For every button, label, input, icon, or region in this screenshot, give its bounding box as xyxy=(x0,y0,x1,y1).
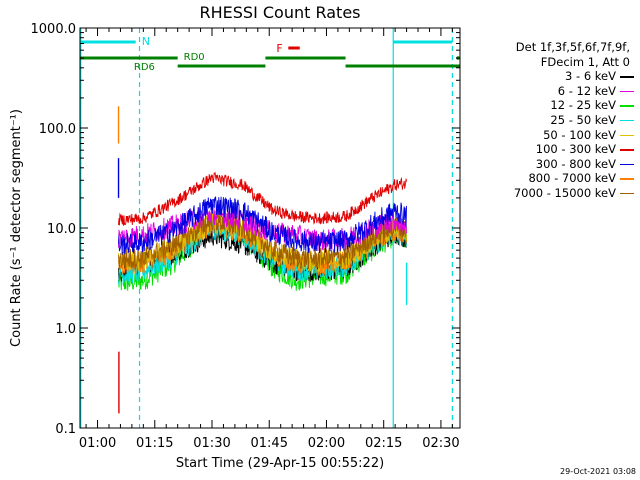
y-tick-label: 100.0 xyxy=(39,122,76,137)
legend-swatch xyxy=(620,134,634,137)
y-axis-title: Count Rate (s⁻¹ detector segment⁻¹) xyxy=(9,109,24,347)
x-axis-title: Start Time (29-Apr-15 00:55:22) xyxy=(176,456,384,471)
legend-entry-label: 800 - 7000 keV xyxy=(528,171,616,186)
x-tick-label: 01:45 xyxy=(251,436,288,451)
legend-entry: 800 - 7000 keV xyxy=(478,171,638,186)
legend-entries: 3 - 6 keV 6 - 12 keV 12 - 25 keV 25 - 50 ke… xyxy=(478,69,638,200)
legend-entry-label: 3 - 6 keV xyxy=(565,69,616,84)
legend-swatch xyxy=(620,119,634,122)
x-tick-label: 02:00 xyxy=(308,436,345,451)
legend-entry: 12 - 25 keV xyxy=(478,98,638,113)
axes-layer: 0.1 1.0 10.0 100.0 1000.0 01:00 01:15 01:30 01:4… xyxy=(31,22,460,451)
legend-header-decim: FDecim 1, Att 0 xyxy=(540,54,630,69)
legend-swatch xyxy=(620,105,634,107)
legend-entry-label: 25 - 50 keV xyxy=(550,112,616,127)
y-tick-label: 1.0 xyxy=(55,322,76,337)
legend-entry: 300 - 800 keV xyxy=(478,157,638,172)
series-layer xyxy=(117,106,408,414)
night-label: N xyxy=(142,35,150,48)
series-line-5 xyxy=(118,171,407,226)
flare-label: F xyxy=(276,42,282,55)
legend-entry: 100 - 300 keV xyxy=(478,142,638,157)
legend-entry: 7000 - 15000 keV xyxy=(478,186,638,201)
x-tick-label: 02:15 xyxy=(365,436,402,451)
x-tick-label: 01:30 xyxy=(193,436,230,451)
x-tick-label: 01:00 xyxy=(79,436,116,451)
legend-entry-label: 12 - 25 keV xyxy=(550,98,616,113)
x-tick-label: 01:15 xyxy=(136,436,173,451)
series-line-6 xyxy=(118,196,407,255)
attenuator-label-rd6: RD6 xyxy=(134,62,155,73)
legend-entry-label: 50 - 100 keV xyxy=(543,127,616,142)
chart-title: RHESSI Count Rates xyxy=(200,3,361,22)
legend-entry: 6 - 12 keV xyxy=(478,84,638,99)
x-tick-label: 02:30 xyxy=(422,436,459,451)
legend-swatch xyxy=(620,163,634,166)
y-tick-label: 0.1 xyxy=(55,422,76,437)
legend-swatch xyxy=(620,178,634,180)
legend-entry: 3 - 6 keV xyxy=(478,69,638,84)
legend-header-detectors: Det 1f,3f,5f,6f,7f,9f, xyxy=(515,40,630,54)
legend-swatch xyxy=(620,76,634,78)
legend-entry: 50 - 100 keV xyxy=(478,128,638,143)
series-line-1 xyxy=(118,204,407,252)
legend-swatch xyxy=(620,149,634,151)
legend: Det 1f,3f,5f,6f,7f,9f, FDecim 1, Att 0 3… xyxy=(478,40,638,201)
legend-swatch xyxy=(620,90,634,93)
legend-entry-label: 6 - 12 keV xyxy=(557,83,616,98)
series-line-4 xyxy=(118,210,407,273)
legend-entry-label: 7000 - 15000 keV xyxy=(513,185,616,200)
attenuator-label-rd0: RD0 xyxy=(184,52,205,63)
y-tick-label: 1000.0 xyxy=(31,22,77,37)
legend-entry-label: 300 - 800 keV xyxy=(535,156,616,171)
legend-swatch xyxy=(620,192,634,195)
legend-entry: 25 - 50 keV xyxy=(478,113,638,128)
legend-entry-label: 100 - 300 keV xyxy=(535,142,616,157)
y-tick-label: 10.0 xyxy=(47,222,76,237)
date-stamp: 29-Oct-2021 03:08 xyxy=(560,467,636,476)
